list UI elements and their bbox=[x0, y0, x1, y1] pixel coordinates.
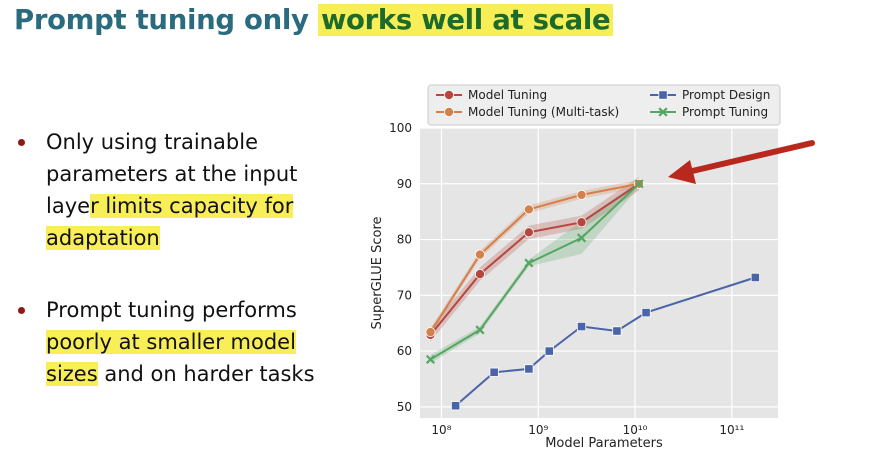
point-series-3-3 bbox=[576, 233, 587, 243]
legend-label-2: Prompt Design bbox=[682, 88, 770, 102]
point-series-2-5 bbox=[612, 326, 622, 336]
legend-marker-3 bbox=[658, 107, 668, 117]
legend-label-1: Model Tuning (Multi-task) bbox=[468, 105, 619, 119]
y-tick-label: 50 bbox=[397, 400, 412, 414]
legend-box bbox=[427, 84, 781, 126]
legend-marker-0 bbox=[443, 90, 454, 101]
bullet-list: Only using trainable parameters at the i… bbox=[16, 126, 346, 390]
point-series-2-0 bbox=[451, 401, 461, 411]
band-series-1 bbox=[430, 179, 639, 336]
y-tick-label: 90 bbox=[397, 177, 412, 191]
x-tick-label: 10⁸ bbox=[431, 423, 451, 437]
y-tick-label: 60 bbox=[397, 344, 412, 358]
x-tick-label: 10¹¹ bbox=[719, 423, 744, 437]
bullet-item-capacity: Only using trainable parameters at the i… bbox=[16, 126, 346, 254]
point-series-2-7 bbox=[750, 272, 760, 283]
legend-marker-1 bbox=[443, 107, 454, 118]
bullet1-text: Only using trainable parameters at the i… bbox=[46, 130, 298, 218]
bullet-dot-icon bbox=[18, 139, 25, 146]
y-tick-label: 70 bbox=[397, 288, 412, 302]
point-series-3-0 bbox=[425, 354, 436, 365]
series-markers bbox=[425, 178, 760, 411]
legend-label-0: Model Tuning bbox=[468, 88, 547, 102]
point-series-2-3 bbox=[544, 346, 554, 356]
point-series-1-2 bbox=[523, 204, 534, 215]
grid-lines bbox=[420, 127, 778, 418]
point-series-0-2 bbox=[523, 227, 534, 238]
point-series-1-1 bbox=[474, 249, 485, 260]
point-series-1-3 bbox=[576, 189, 587, 200]
y-tick-label: 100 bbox=[389, 121, 412, 135]
point-series-2-1 bbox=[489, 367, 499, 377]
line-series-2 bbox=[454, 276, 756, 407]
point-series-2-6 bbox=[641, 307, 651, 318]
x-tick-label: 10¹⁰ bbox=[623, 423, 648, 437]
legend-label-3: Prompt Tuning bbox=[682, 105, 768, 119]
y-tick-label: 80 bbox=[397, 233, 412, 247]
plot-area bbox=[420, 128, 778, 418]
point-series-0-1 bbox=[474, 269, 485, 280]
point-series-1-0 bbox=[425, 327, 436, 338]
x-axis-label: Model Parameters bbox=[545, 436, 663, 451]
bullet-item-small-models: Prompt tuning performs poorly at smaller… bbox=[16, 294, 346, 390]
point-series-3-1 bbox=[475, 325, 485, 335]
slide-title: Prompt tuning only works well at scale bbox=[14, 4, 614, 36]
point-series-3-2 bbox=[524, 258, 534, 268]
legend: Model Tuning Model Tuning (Multi-task) Pro… bbox=[427, 84, 781, 126]
y-axis-label: SuperGLUE Score bbox=[370, 216, 385, 329]
x-tick-label: 10⁹ bbox=[528, 423, 548, 437]
point-series-3-4 bbox=[634, 179, 644, 189]
bullet-dot-icon bbox=[18, 307, 25, 314]
point-series-2-4 bbox=[576, 321, 587, 332]
red-arrow-icon bbox=[668, 140, 815, 184]
point-series-2-2 bbox=[524, 364, 534, 374]
title-highlight: works well at scale bbox=[317, 4, 614, 36]
band-series-3 bbox=[430, 181, 639, 364]
legend-marker-2 bbox=[658, 90, 668, 100]
axis-ticks: 50 60 70 80 90 100 10⁸ 10⁹ 10¹⁰ 10¹¹ bbox=[389, 121, 744, 437]
bullet2-text: Prompt tuning performs bbox=[46, 298, 297, 322]
bullet2-tail: and on harder tasks bbox=[97, 362, 315, 386]
title-plain: Prompt tuning only bbox=[14, 4, 318, 36]
point-series-0-3 bbox=[576, 217, 587, 228]
